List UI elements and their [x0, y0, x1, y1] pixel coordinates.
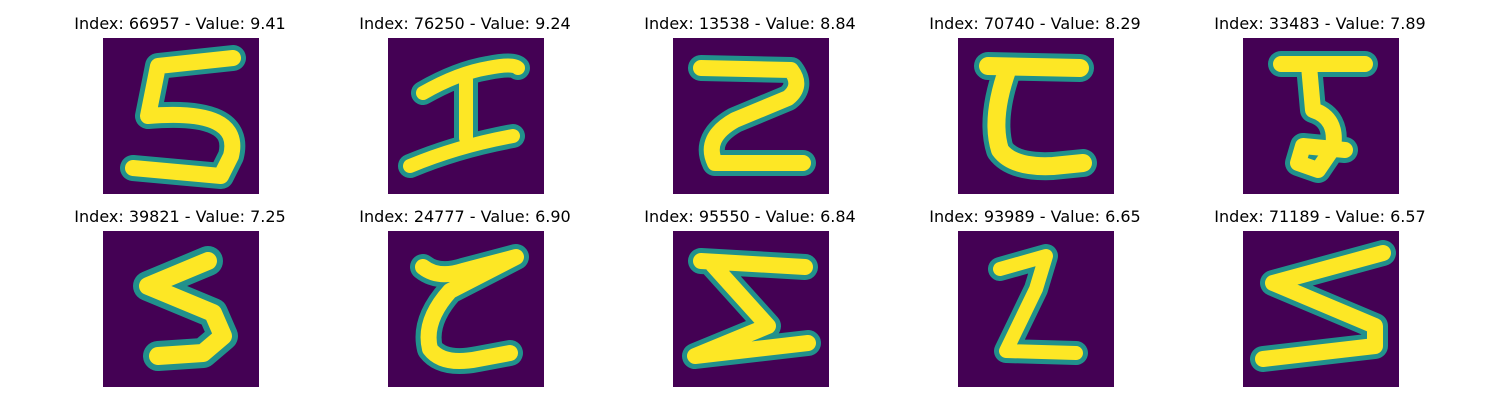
image-cell: Index: 71189 - Value: 6.57: [1210, 207, 1450, 387]
image-cell: Index: 70740 - Value: 8.29: [925, 14, 1165, 194]
image-cell: Index: 24777 - Value: 6.90: [355, 207, 595, 387]
digit-image: [388, 38, 544, 194]
image-cell: Index: 93989 - Value: 6.65: [925, 207, 1165, 387]
image-cell: Index: 76250 - Value: 9.24: [355, 14, 595, 194]
digit-image: [673, 38, 829, 194]
digit-image: [1243, 38, 1399, 194]
image-title: Index: 70740 - Value: 8.29: [929, 14, 1141, 33]
digit-image: [958, 231, 1114, 387]
digit-image: [958, 38, 1114, 194]
digit-image: [1243, 231, 1399, 387]
digit-image: [388, 231, 544, 387]
image-title: Index: 39821 - Value: 7.25: [74, 207, 286, 226]
image-title: Index: 76250 - Value: 9.24: [359, 14, 571, 33]
image-cell: Index: 13538 - Value: 8.84: [640, 14, 880, 194]
image-title: Index: 24777 - Value: 6.90: [359, 207, 571, 226]
image-cell: Index: 39821 - Value: 7.25: [70, 207, 310, 387]
image-title: Index: 71189 - Value: 6.57: [1214, 207, 1426, 226]
digit-image: [103, 38, 259, 194]
image-cell: Index: 95550 - Value: 6.84: [640, 207, 880, 387]
digit-image: [103, 231, 259, 387]
image-title: Index: 33483 - Value: 7.89: [1214, 14, 1426, 33]
image-title: Index: 66957 - Value: 9.41: [74, 14, 286, 33]
digit-image: [673, 231, 829, 387]
image-title: Index: 13538 - Value: 8.84: [644, 14, 856, 33]
image-cell: Index: 66957 - Value: 9.41: [70, 14, 310, 194]
image-title: Index: 93989 - Value: 6.65: [929, 207, 1141, 226]
image-cell: Index: 33483 - Value: 7.89: [1210, 14, 1450, 194]
image-title: Index: 95550 - Value: 6.84: [644, 207, 856, 226]
